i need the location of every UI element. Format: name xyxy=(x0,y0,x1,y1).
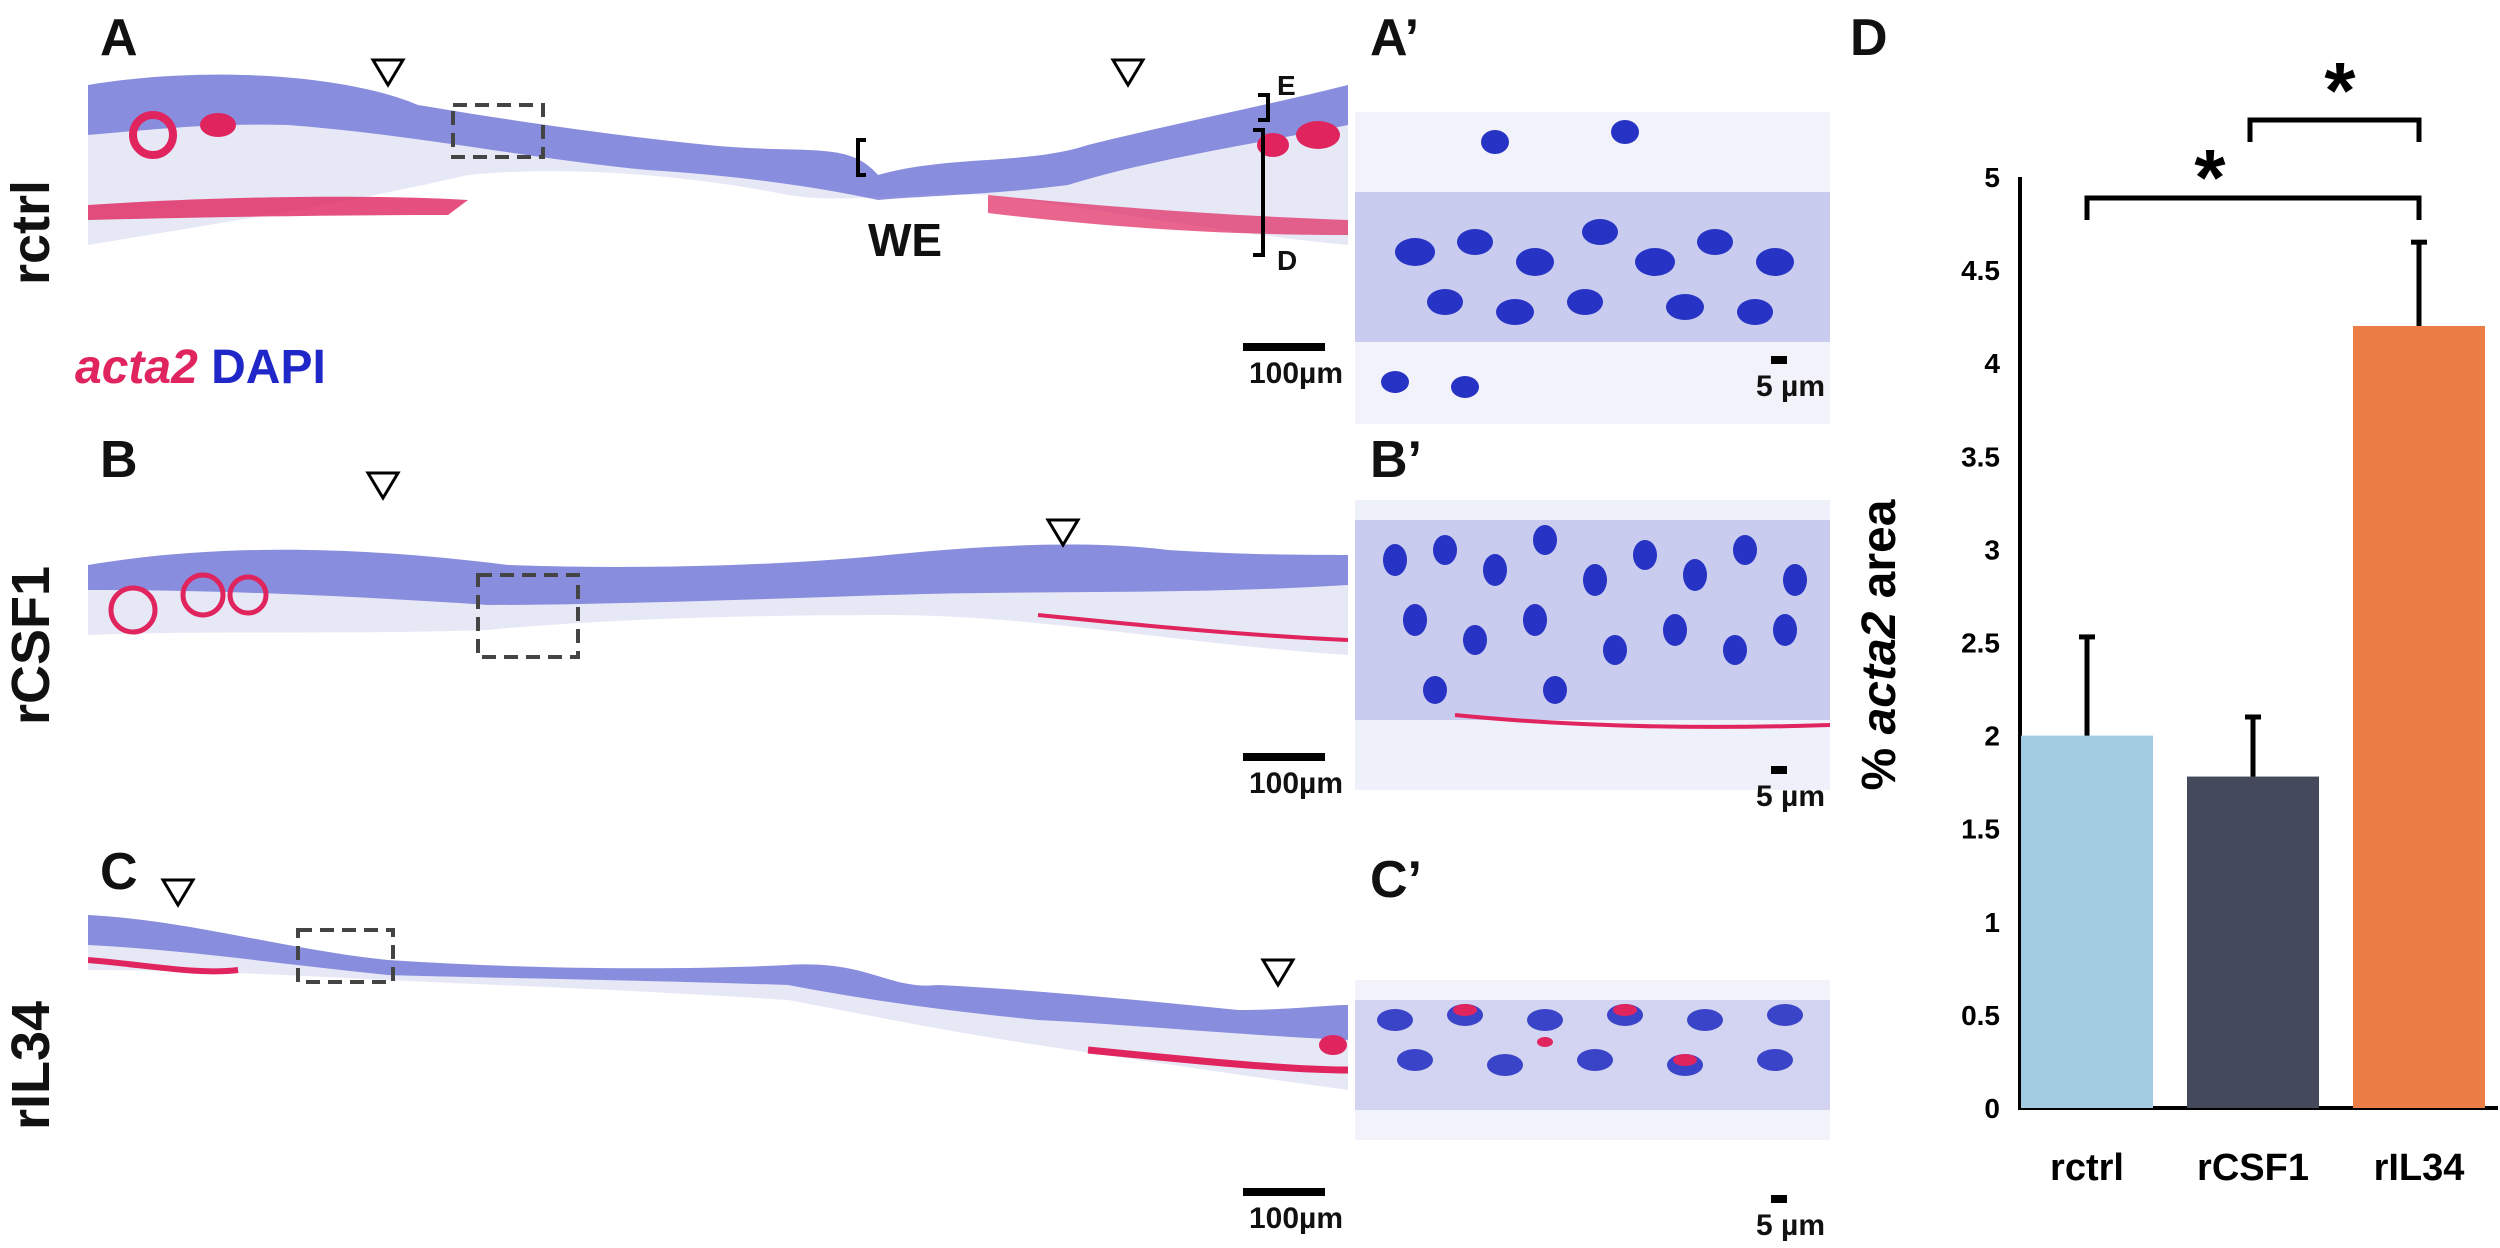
inset-image-rctrl xyxy=(1355,112,1830,424)
x-tick-label: rIL34 xyxy=(2374,1147,2465,1189)
bar-rIL34 xyxy=(2353,325,2485,1109)
y-tick-label: 5 xyxy=(1984,162,2000,193)
panel-label-c: C xyxy=(100,843,138,901)
scalebar-a-small-label: 5 µm xyxy=(1756,370,1825,403)
scalebar-b-large: 100µm xyxy=(1225,753,1343,801)
scalebar-b-large-label: 100µm xyxy=(1248,767,1343,800)
panel-label-c-prime: C’ xyxy=(1370,851,1422,909)
tissue-image-rctrl xyxy=(88,58,1348,257)
y-axis-label: % acta2 area xyxy=(1853,499,1906,790)
panel-label-b-prime: B’ xyxy=(1370,431,1422,489)
scalebar-a-large-label: 100µm xyxy=(1248,357,1343,390)
y-tick-label: 2.5 xyxy=(1961,628,2000,659)
bar-rCSF1 xyxy=(2187,776,2319,1108)
scalebar-b-small-label: 5 µm xyxy=(1756,780,1825,813)
row-label-ril34: rIL34 xyxy=(1,1000,61,1130)
significance-star-rctrl-ril34: * xyxy=(2194,133,2226,222)
inset-image-ril34 xyxy=(1355,980,1830,1140)
stain-legend: acta2 DAPI xyxy=(75,340,326,395)
annotation-we: WE xyxy=(868,214,943,266)
y-tick-label: 3.5 xyxy=(1961,441,2000,472)
bar-chart: 0 0.5 1 1.5 2 2.5 3 3.5 4 4.5 5 % acta2 area rctrl rC… xyxy=(1853,46,2498,1189)
y-tick-label: 4.5 xyxy=(1961,255,2000,286)
legend-dapi: DAPI xyxy=(211,341,326,394)
bar-rctrl xyxy=(2021,735,2153,1108)
y-tick-label: 0.5 xyxy=(1961,1000,2000,1031)
y-tick-label: 1.5 xyxy=(1961,814,2000,845)
annotation-dermis: D xyxy=(1277,245,1298,276)
panel-label-d: D xyxy=(1850,9,1888,67)
row-label-rcsf1: rCSF1 xyxy=(1,565,61,725)
inset-image-rcsf1 xyxy=(1355,500,1830,790)
panel-label-a-prime: A’ xyxy=(1370,9,1420,67)
x-tick-label: rCSF1 xyxy=(2197,1147,2309,1189)
y-tick-label: 3 xyxy=(1984,534,2000,565)
scalebar-b-small: 5 µm xyxy=(1733,766,1825,814)
scalebar-c-large-label: 100µm xyxy=(1248,1202,1343,1235)
panel-label-a: A xyxy=(100,9,138,67)
row-label-rctrl: rctrl xyxy=(1,179,61,285)
legend-acta2: acta2 xyxy=(75,341,198,394)
significance-bracket-rcsf1-ril34 xyxy=(2247,117,2422,142)
y-tick-label: 2 xyxy=(1984,721,2000,752)
significance-star-rcsf1-ril34: * xyxy=(2324,46,2356,135)
scalebar-a-small: 5 µm xyxy=(1733,356,1825,404)
scalebar-c-large: 100µm xyxy=(1225,1188,1343,1236)
y-tick-label: 0 xyxy=(1984,1093,2000,1124)
significance-bracket-rctrl-ril34 xyxy=(2084,195,2422,220)
scalebar-c-small: 5 µm xyxy=(1733,1195,1825,1243)
panel-label-b: B xyxy=(100,431,138,489)
x-tick-label: rctrl xyxy=(2050,1147,2124,1189)
scalebar-a-large: 100µm xyxy=(1225,343,1343,391)
scalebar-c-small-label: 5 µm xyxy=(1756,1209,1825,1242)
y-tick-label: 4 xyxy=(1984,348,2000,379)
tissue-image-ril34 xyxy=(88,878,1348,1090)
annotation-epidermis: E xyxy=(1277,70,1296,101)
tissue-image-rcsf1 xyxy=(88,471,1348,659)
y-tick-label: 1 xyxy=(1984,907,2000,938)
